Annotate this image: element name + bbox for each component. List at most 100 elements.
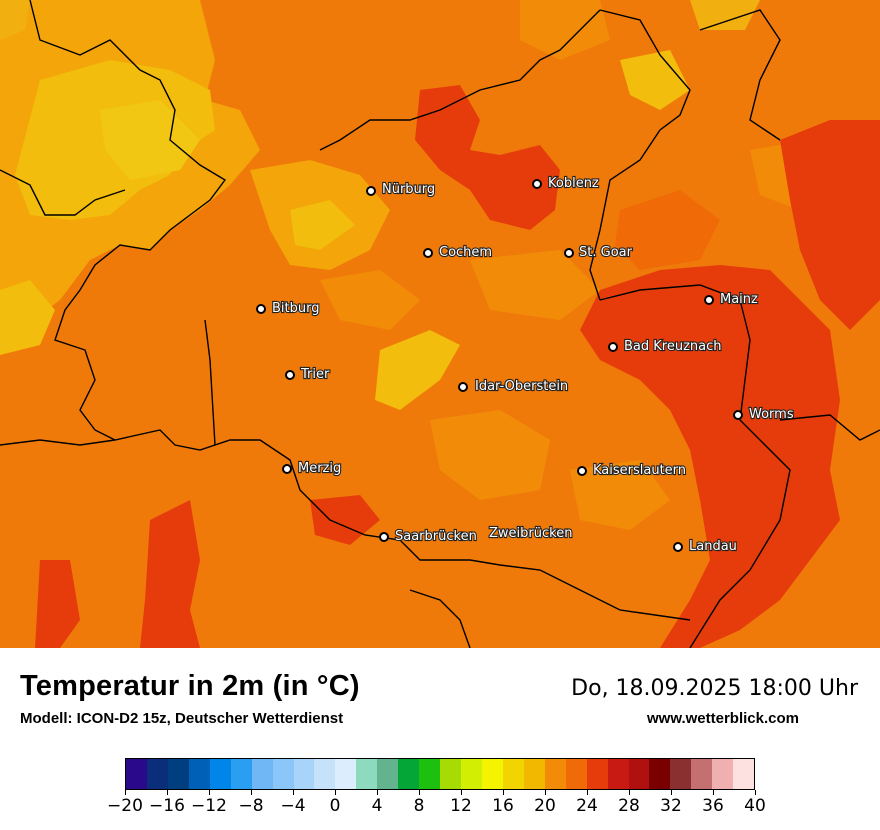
colorbar-segment bbox=[440, 759, 461, 789]
colorbar-segment bbox=[167, 759, 189, 789]
colorbar-tick-label: 28 bbox=[618, 796, 640, 816]
colorbar-tick-label: 32 bbox=[660, 796, 682, 816]
temperature-zones-warm bbox=[35, 85, 880, 648]
colorbar-segment bbox=[461, 759, 482, 789]
colorbar-segment bbox=[649, 759, 671, 789]
temperature-map: Nürburg Koblenz Cochem St. Goar Bitburg … bbox=[0, 0, 880, 648]
colorbar-tick bbox=[209, 790, 210, 795]
colorbar-segment bbox=[712, 759, 734, 789]
colorbar-segment bbox=[502, 759, 524, 789]
colorbar-segment bbox=[335, 759, 357, 789]
temperature-colorbar bbox=[125, 758, 755, 790]
colorbar-tick bbox=[377, 790, 378, 795]
city-bitburg: Bitburg bbox=[256, 300, 321, 317]
svg-text:Merzig: Merzig bbox=[298, 461, 341, 476]
colorbar-segment bbox=[398, 759, 420, 789]
colorbar-segment bbox=[607, 759, 629, 789]
city-markers: Nürburg Koblenz Cochem St. Goar Bitburg … bbox=[256, 175, 795, 555]
colorbar-segment bbox=[209, 759, 231, 789]
colorbar-segment bbox=[628, 759, 650, 789]
colorbar-tick-label: 0 bbox=[329, 796, 341, 816]
svg-text:St. Goar: St. Goar bbox=[579, 245, 633, 260]
colorbar-tick bbox=[629, 790, 630, 795]
city-cochem: Cochem bbox=[423, 244, 493, 261]
website-link[interactable]: www.wetterblick.com bbox=[647, 710, 799, 727]
colorbar-ticks: −20 −16 −12 −8 −4 0 4 8 12 16 20 24 28 32 36 40 bbox=[107, 790, 766, 820]
svg-text:Worms: Worms bbox=[749, 407, 794, 422]
temperature-zones-cool bbox=[0, 0, 840, 530]
colorbar-segment bbox=[188, 759, 210, 789]
colorbar-segment bbox=[565, 759, 587, 789]
colorbar-tick bbox=[545, 790, 546, 795]
colorbar-tick-label: 40 bbox=[744, 796, 766, 816]
svg-text:Nürburg: Nürburg bbox=[382, 182, 435, 197]
colorbar-tick bbox=[167, 790, 168, 795]
city-mainz: Mainz bbox=[704, 291, 759, 308]
colorbar-tick-label: 36 bbox=[702, 796, 724, 816]
city-worms: Worms bbox=[733, 406, 795, 423]
svg-text:Idar-Oberstein: Idar-Oberstein bbox=[475, 379, 568, 394]
city-kaiserslautern: Kaiserslautern bbox=[577, 462, 687, 479]
svg-text:Koblenz: Koblenz bbox=[548, 176, 599, 191]
colorbar-segment bbox=[544, 759, 566, 789]
colorbar-segment bbox=[481, 759, 503, 789]
country-borders bbox=[0, 0, 880, 648]
colorbar-tick-label: −12 bbox=[191, 796, 227, 816]
colorbar-tick-label: 24 bbox=[576, 796, 598, 816]
colorbar-tick-label: 4 bbox=[371, 796, 383, 816]
svg-text:Bad Kreuznach: Bad Kreuznach bbox=[624, 339, 722, 354]
colorbar-segment bbox=[126, 759, 147, 789]
colorbar-segment bbox=[419, 759, 441, 789]
colorbar-segment bbox=[251, 759, 273, 789]
colorbar-tick-label: −4 bbox=[280, 796, 306, 816]
svg-text:Landau: Landau bbox=[689, 539, 737, 554]
colorbar-segment bbox=[670, 759, 692, 789]
city-koblenz: Koblenz bbox=[532, 175, 600, 192]
colorbar-segment bbox=[272, 759, 294, 789]
svg-text:Trier: Trier bbox=[300, 367, 330, 382]
city-saarbruecken: Saarbrücken bbox=[379, 528, 478, 545]
colorbar-tick-label: −16 bbox=[149, 796, 185, 816]
colorbar-segment bbox=[691, 759, 713, 789]
colorbar-tick bbox=[503, 790, 504, 795]
city-landau: Landau bbox=[673, 538, 738, 555]
colorbar-segment bbox=[523, 759, 545, 789]
colorbar-segment bbox=[293, 759, 315, 789]
svg-text:Bitburg: Bitburg bbox=[272, 301, 320, 316]
colorbar-segment bbox=[356, 759, 378, 789]
colorbar-segment bbox=[377, 759, 399, 789]
colorbar-tick bbox=[251, 790, 252, 795]
colorbar-tick bbox=[419, 790, 420, 795]
city-st-goar: St. Goar bbox=[564, 244, 634, 261]
colorbar-tick bbox=[461, 790, 462, 795]
city-trier: Trier bbox=[285, 366, 331, 383]
colorbar-tick bbox=[587, 790, 588, 795]
colorbar-tick-label: 12 bbox=[450, 796, 472, 816]
colorbar-tick-label: 16 bbox=[492, 796, 514, 816]
colorbar-tick-label: −20 bbox=[107, 796, 143, 816]
svg-text:Mainz: Mainz bbox=[720, 292, 758, 307]
colorbar-segment bbox=[146, 759, 168, 789]
map-footer: Temperatur in 2m (in °C) Modell: ICON-D2… bbox=[0, 648, 880, 830]
colorbar-segment bbox=[230, 759, 252, 789]
colorbar-segment bbox=[733, 759, 755, 789]
svg-text:Kaiserslautern: Kaiserslautern bbox=[593, 463, 686, 478]
colorbar-segment bbox=[314, 759, 336, 789]
svg-text:Saarbrücken: Saarbrücken bbox=[395, 529, 477, 544]
city-nuerburg: Nürburg bbox=[366, 181, 436, 198]
colorbar-tick bbox=[755, 790, 756, 795]
colorbar-tick-label: 8 bbox=[413, 796, 425, 816]
city-bad-kreuznach: Bad Kreuznach bbox=[608, 338, 723, 355]
city-zweibruecken: Zweibrücken bbox=[488, 525, 574, 542]
forecast-datetime: Do, 18.09.2025 18:00 Uhr bbox=[571, 676, 858, 701]
colorbar-tick bbox=[335, 790, 336, 795]
colorbar-tick-label: 20 bbox=[534, 796, 556, 816]
svg-text:Cochem: Cochem bbox=[439, 245, 492, 260]
map-title: Temperatur in 2m (in °C) bbox=[20, 670, 360, 702]
svg-text:Zweibrücken: Zweibrücken bbox=[489, 526, 572, 541]
colorbar-segment bbox=[586, 759, 608, 789]
colorbar-tick bbox=[125, 790, 126, 795]
colorbar-tick bbox=[713, 790, 714, 795]
colorbar-tick bbox=[293, 790, 294, 795]
colorbar-tick bbox=[671, 790, 672, 795]
